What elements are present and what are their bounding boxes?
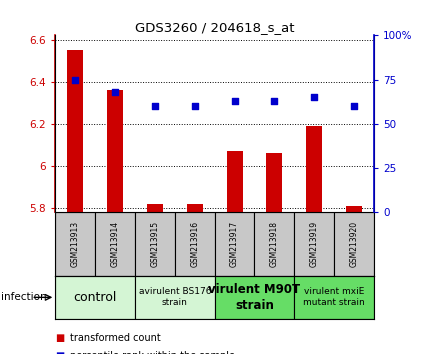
Bar — [227, 151, 243, 212]
Text: virulent mxiE
mutant strain: virulent mxiE mutant strain — [303, 287, 365, 307]
Point — [191, 103, 198, 109]
Bar — [255, 212, 294, 276]
Bar — [215, 212, 255, 276]
Point — [231, 98, 238, 104]
Text: avirulent BS176
strain: avirulent BS176 strain — [139, 287, 211, 307]
Text: GSM213918: GSM213918 — [270, 221, 279, 267]
Text: GSM213919: GSM213919 — [310, 221, 319, 267]
Point — [151, 103, 158, 109]
Bar — [306, 126, 322, 212]
Text: infection: infection — [1, 292, 47, 302]
Bar — [95, 212, 135, 276]
Bar — [67, 50, 83, 212]
Text: virulent M90T
strain: virulent M90T strain — [208, 283, 300, 312]
Bar — [294, 212, 334, 276]
Text: ■: ■ — [55, 333, 65, 343]
Text: GSM213916: GSM213916 — [190, 221, 199, 267]
Title: GDS3260 / 204618_s_at: GDS3260 / 204618_s_at — [135, 21, 295, 34]
Point — [351, 103, 357, 109]
Point — [271, 98, 278, 104]
Text: GSM213915: GSM213915 — [150, 221, 159, 267]
Text: GSM213917: GSM213917 — [230, 221, 239, 267]
Text: percentile rank within the sample: percentile rank within the sample — [70, 351, 235, 354]
Bar — [135, 212, 175, 276]
Bar — [215, 276, 294, 319]
Point — [112, 89, 119, 95]
Text: GSM213913: GSM213913 — [71, 221, 79, 267]
Text: control: control — [74, 291, 117, 304]
Text: GSM213920: GSM213920 — [350, 221, 359, 267]
Bar — [346, 206, 362, 212]
Point — [311, 95, 317, 100]
Bar — [107, 90, 123, 212]
Bar — [266, 153, 282, 212]
Bar — [294, 276, 374, 319]
Bar — [175, 212, 215, 276]
Bar — [147, 204, 163, 212]
Bar — [187, 204, 203, 212]
Point — [72, 77, 79, 82]
Bar — [334, 212, 374, 276]
Text: ■: ■ — [55, 351, 65, 354]
Text: GSM213914: GSM213914 — [110, 221, 119, 267]
Bar — [55, 212, 95, 276]
Bar — [55, 276, 135, 319]
Text: transformed count: transformed count — [70, 333, 161, 343]
Bar — [135, 276, 215, 319]
